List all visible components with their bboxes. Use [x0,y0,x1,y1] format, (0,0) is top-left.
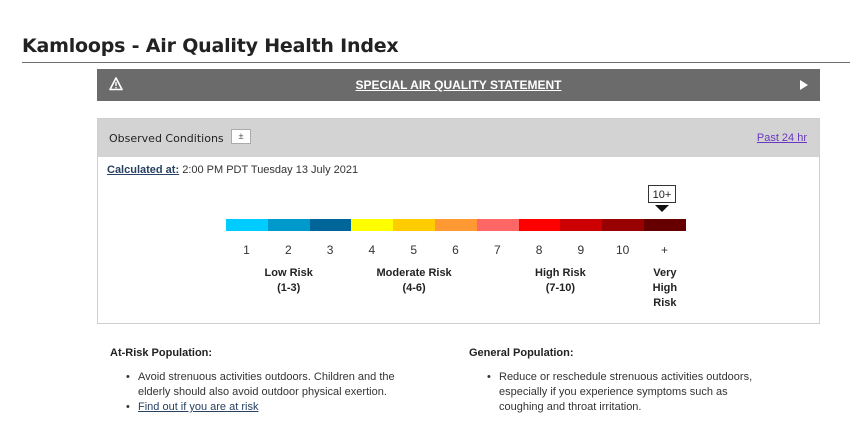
current-aqhi-callout: 10+ [648,185,676,203]
plus-minus-toggle-button[interactable]: ± [231,129,251,144]
scale-number: 6 [452,243,459,257]
risk-label: Low Risk (1-3) [264,267,313,294]
scale-number: 7 [493,243,501,257]
at-risk-list: Avoid strenuous activities outdoors. Chi… [126,370,395,415]
aqhi-scale: 10+ 1 2 3 4 5 6 7 8 9 10 + Low Risk (1-3) Moderate Ri… [98,119,821,325]
observed-conditions-header: Observed Conditions ± Past 24 hr [98,119,819,157]
scale-segment-9 [560,219,603,231]
past-24hr-link[interactable]: Past 24 hr [756,132,807,144]
list-item: Find out if you are at risk [126,400,395,415]
calculated-at-link[interactable]: Calculated at: [107,164,180,176]
observed-conditions-panel: Observed Conditions ± Past 24 hr Calcula… [97,118,820,324]
scale-number: 10 [616,243,630,257]
calculated-at-row: Calculated at: 2:00 PM PDT Tuesday 13 Ju… [107,164,358,176]
scale-number: 4 [368,243,376,257]
find-out-at-risk-link[interactable]: Find out if you are at risk [138,401,259,413]
risk-label: High Risk (7-10) [535,267,586,294]
list-item: Avoid strenuous activities outdoors. Chi… [126,370,395,400]
general-population-list: Reduce or reschedule strenuous activitie… [487,370,752,415]
special-statement-link[interactable]: SPECIAL AIR QUALITY STATEMENT [355,78,562,92]
scale-segment-3 [309,219,352,231]
expand-arrow-icon[interactable] [800,80,808,90]
scale-segment-11 [644,219,687,231]
general-population-heading: General Population: [469,347,574,359]
scale-segment-2 [267,219,311,231]
observed-conditions-title: Observed Conditions [109,132,224,145]
at-risk-heading: At-Risk Population: [110,347,213,359]
scale-segment-6 [435,219,478,231]
page-title: Kamloops - Air Quality Health Index [22,35,399,57]
scale-number: 9 [577,243,585,257]
title-divider [22,62,850,63]
scale-segment-4 [351,219,394,231]
scale-segment-7 [476,219,520,231]
scale-segment-8 [518,219,561,231]
scale-number: 1 [243,243,250,257]
risk-label: Very High Risk [652,267,678,309]
risk-label: Moderate Risk (4-6) [376,267,452,294]
warning-icon [109,77,123,91]
special-statement-bar[interactable]: SPECIAL AIR QUALITY STATEMENT [97,69,820,101]
scale-segment-10 [602,219,645,231]
scale-number: 3 [326,243,334,257]
scale-number: 5 [410,243,418,257]
scale-number: 8 [535,243,543,257]
list-item: Reduce or reschedule strenuous activitie… [487,370,752,415]
scale-segment-1 [226,219,269,231]
calculated-at-value: 2:00 PM PDT Tuesday 13 July 2021 [182,164,359,176]
scale-number: + [660,243,668,257]
scale-segment-5 [393,219,436,231]
scale-number: 2 [284,243,292,257]
current-aqhi-pointer-icon [655,205,669,212]
